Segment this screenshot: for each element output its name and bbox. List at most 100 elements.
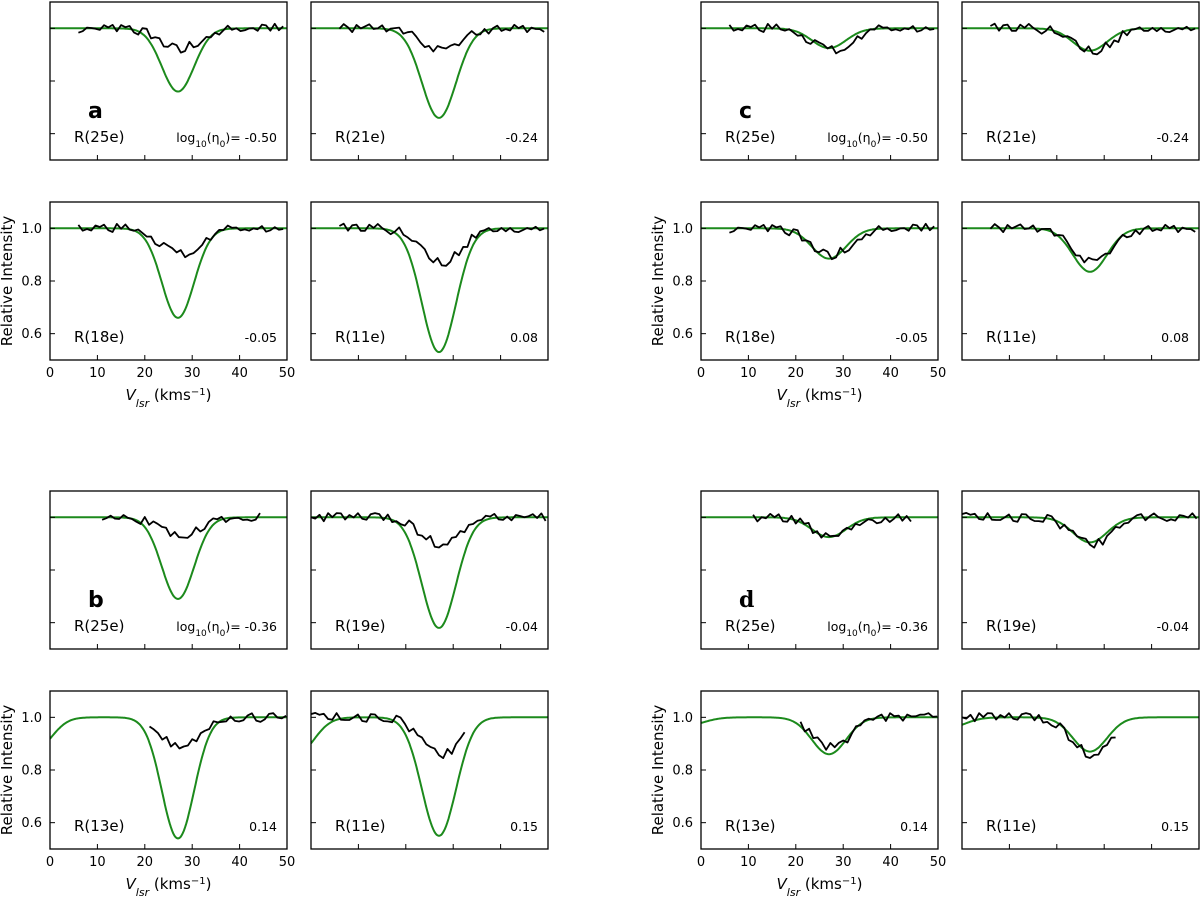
observed-line — [311, 512, 547, 549]
model-line — [962, 516, 1199, 544]
model-line — [50, 227, 287, 319]
panel-b-2: R(19e) -0.04 — [310, 490, 549, 650]
eta-label: log10(η0)= -0.36 — [827, 619, 928, 639]
observed-line — [989, 223, 1196, 264]
observed-line — [962, 512, 1198, 549]
panel-label: R(11e) — [335, 817, 385, 835]
eta-label: -0.04 — [506, 619, 538, 634]
panel-label: R(18e) — [725, 328, 775, 346]
model-line — [962, 27, 1199, 52]
chart-group-d: R(25e) log10(η0)= -0.36 d R(19e) -0.04 0 10 20 3… — [649, 490, 1200, 899]
group-letter: b — [88, 588, 104, 613]
y-axis-label: Relative Intensity — [649, 705, 667, 836]
panel-label: R(13e) — [74, 817, 124, 835]
x-tick-label: 40 — [882, 366, 899, 381]
observed-line — [962, 712, 1116, 759]
panel-label: R(25e) — [74, 128, 124, 146]
x-tick-label: 50 — [279, 855, 296, 870]
observed-line — [338, 222, 545, 267]
observed-line — [728, 23, 935, 55]
y-tick-label: 0.6 — [21, 816, 42, 831]
x-tick-label: 50 — [930, 855, 947, 870]
eta-label: 0.15 — [1161, 819, 1189, 834]
y-tick-label: 0.8 — [21, 764, 42, 779]
chart-group-c: R(25e) log10(η0)= -0.50 c R(21e) -0.24 0 10 20 3… — [649, 1, 1200, 410]
x-tick-label: 50 — [930, 366, 947, 381]
observed-line — [77, 223, 284, 259]
panel-label: R(11e) — [986, 328, 1036, 346]
x-tick-label: 30 — [835, 366, 852, 381]
x-tick-label: 10 — [89, 855, 106, 870]
panel-d-3: 0 10 20 30 40 50 0.6 0.8 1.0 R(13e) 0.14 Vlsr (kms−… — [649, 690, 947, 899]
panel-c-1: R(25e) log10(η0)= -0.50 c — [700, 1, 939, 161]
y-tick-label: 0.6 — [672, 816, 693, 831]
panel-b-3: 0 10 20 30 40 50 0.6 0.8 1.0 R(13e) 0.14 Vlsr (kms−… — [0, 690, 296, 899]
x-tick-label: 20 — [788, 855, 805, 870]
panel-a-1: R(25e) log10(η0)= -0.50 a — [49, 1, 288, 161]
panel-d-1: R(25e) log10(η0)= -0.36 d — [700, 490, 939, 650]
model-line — [311, 27, 548, 119]
panel-a-2: R(21e) -0.24 — [310, 1, 549, 161]
panel-b-4: R(11e) 0.15 — [310, 690, 549, 850]
x-tick-label: 0 — [46, 855, 54, 870]
panel-d-4: R(11e) 0.15 — [961, 690, 1200, 850]
eta-label: 0.08 — [510, 330, 538, 345]
model-line — [701, 27, 938, 50]
panel-label: R(21e) — [335, 128, 385, 146]
panel-label: R(25e) — [725, 128, 775, 146]
y-axis-label: Relative Intensity — [0, 216, 16, 347]
observed-line — [799, 712, 938, 751]
eta-label: log10(η0)= -0.50 — [176, 130, 277, 150]
eta-label: -0.24 — [1157, 130, 1189, 145]
x-axis-label: Vlsr (kms−1) — [126, 386, 212, 410]
panel-label: R(18e) — [74, 328, 124, 346]
observed-line — [729, 222, 935, 261]
eta-label: 0.08 — [1161, 330, 1189, 345]
model-line — [311, 716, 548, 837]
y-tick-label: 0.8 — [672, 275, 693, 290]
model-line — [962, 227, 1199, 273]
chart-group-b: R(25e) log10(η0)= -0.36 b R(19e) -0.04 0 10 20 3… — [0, 490, 549, 899]
x-tick-label: 40 — [231, 366, 248, 381]
observed-line — [78, 22, 284, 54]
eta-label: log10(η0)= -0.36 — [176, 619, 277, 639]
observed-line — [338, 23, 545, 53]
model-line — [50, 516, 287, 601]
group-letter: c — [739, 99, 752, 124]
chart-group-a: R(25e) log10(η0)= -0.50 a R(21e) -0.24 0 10 20 3… — [0, 1, 549, 410]
x-tick-label: 0 — [46, 366, 54, 381]
x-tick-label: 20 — [137, 855, 154, 870]
panel-label: R(11e) — [335, 328, 385, 346]
y-tick-label: 0.6 — [21, 327, 42, 342]
model-line — [50, 716, 287, 840]
panel-label: R(21e) — [986, 128, 1036, 146]
model-line — [50, 27, 287, 93]
eta-label: log10(η0)= -0.50 — [827, 130, 928, 150]
observed-line — [989, 22, 1196, 56]
panel-label: R(19e) — [335, 617, 385, 635]
y-tick-label: 1.0 — [672, 711, 693, 726]
panel-label: R(19e) — [986, 617, 1036, 635]
x-tick-label: 0 — [697, 855, 705, 870]
x-tick-label: 10 — [740, 855, 757, 870]
observed-line — [752, 513, 912, 539]
x-tick-label: 10 — [740, 366, 757, 381]
x-tick-label: 30 — [835, 855, 852, 870]
panel-label: R(25e) — [74, 617, 124, 635]
x-axis-label: Vlsr (kms−1) — [777, 875, 863, 899]
eta-label: 0.14 — [900, 819, 928, 834]
y-tick-label: 0.8 — [672, 764, 693, 779]
panel-c-3: 0 10 20 30 40 50 0.6 0.8 1.0 R(18e) -0.05 Vlsr (kms… — [649, 201, 947, 410]
x-axis-label: Vlsr (kms−1) — [126, 875, 212, 899]
group-letter: a — [88, 99, 103, 124]
y-axis-label: Relative Intensity — [649, 216, 667, 347]
y-tick-label: 1.0 — [21, 222, 42, 237]
x-tick-label: 40 — [231, 855, 248, 870]
observed-line — [311, 712, 466, 759]
observed-line — [148, 712, 287, 750]
y-tick-label: 0.8 — [21, 275, 42, 290]
y-tick-label: 0.6 — [672, 327, 693, 342]
eta-label: 0.15 — [510, 819, 538, 834]
panel-b-1: R(25e) log10(η0)= -0.36 b — [49, 490, 288, 650]
